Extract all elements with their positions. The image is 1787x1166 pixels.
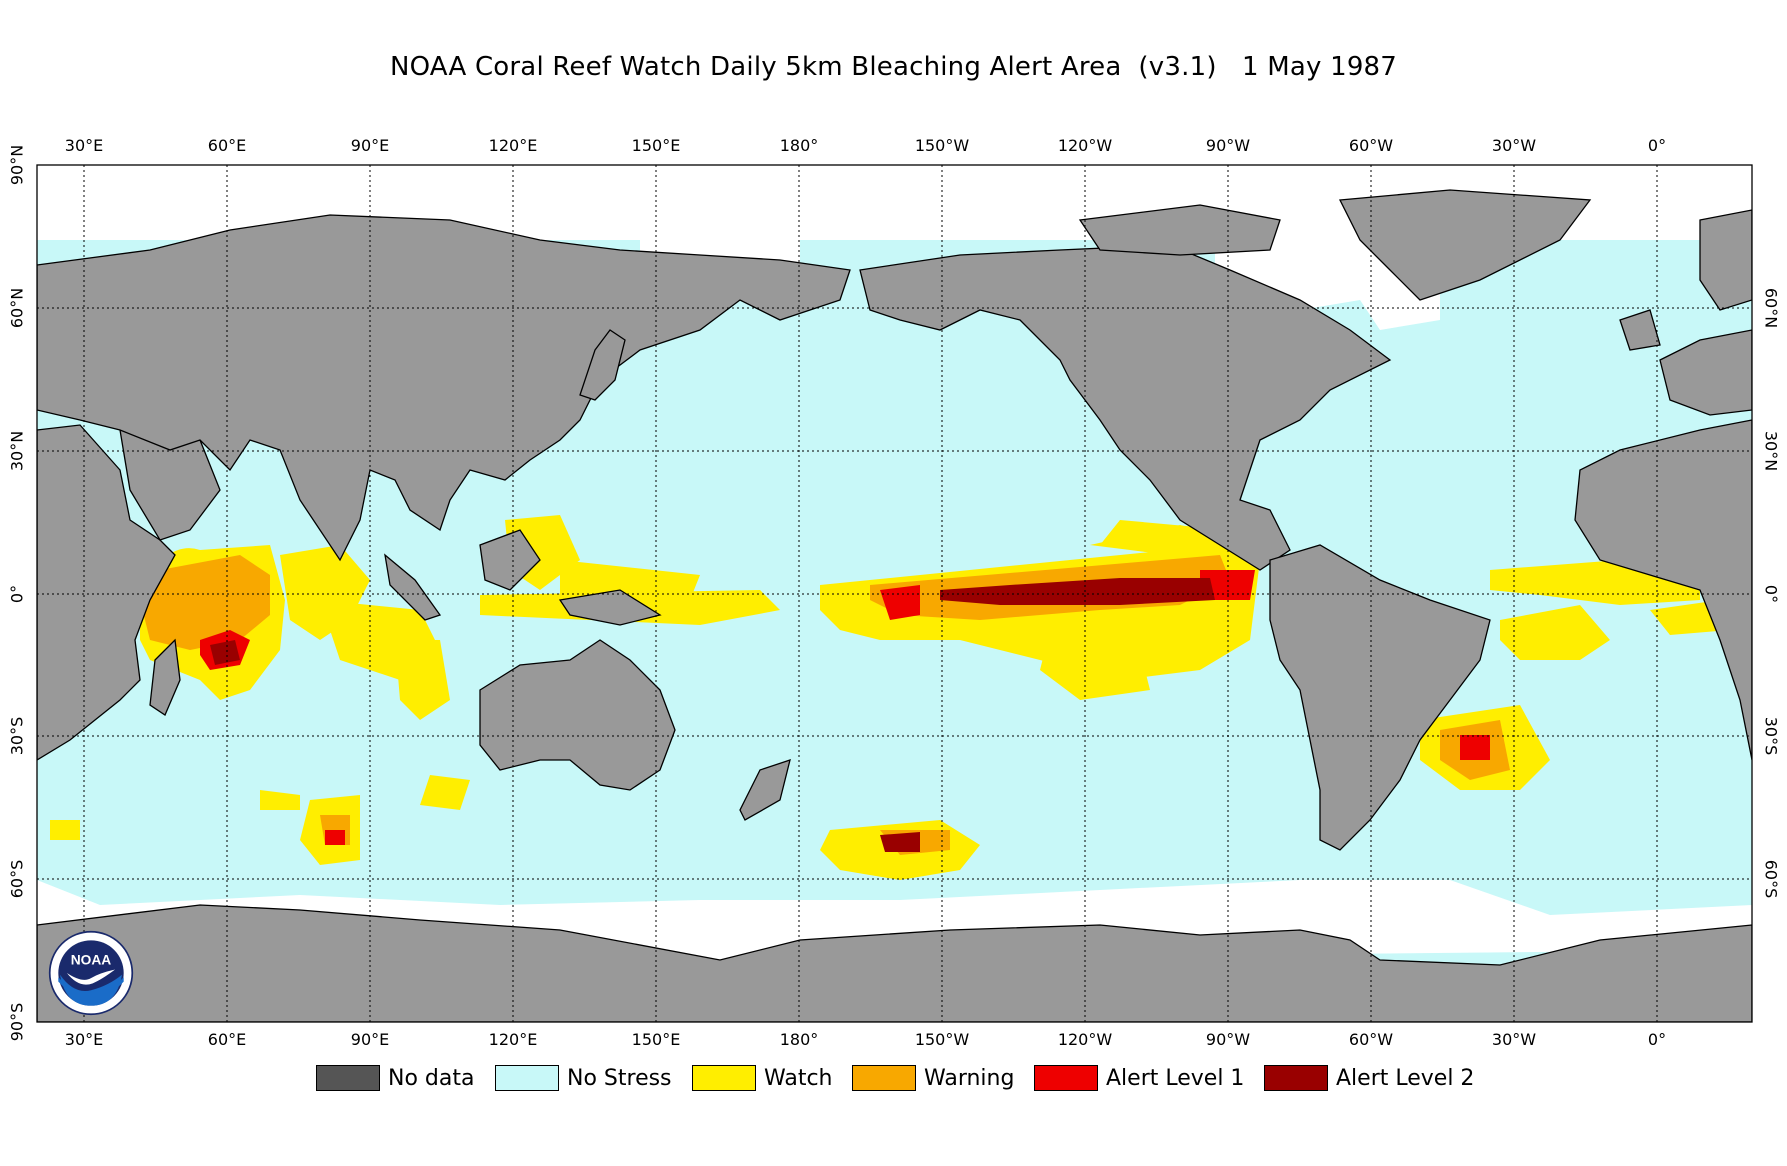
eurasia — [37, 214, 851, 562]
north-america — [859, 244, 1392, 571]
legend-label: Watch — [764, 1065, 833, 1091]
legend-label: No Stress — [567, 1065, 672, 1091]
legend-label: Alert Level 2 — [1336, 1065, 1475, 1091]
map-frame — [36, 164, 1753, 1023]
lat-label: 90°N — [7, 144, 27, 186]
lat-label: 0° — [1761, 584, 1781, 604]
canadian-arctic — [1078, 204, 1281, 256]
south-america — [1269, 544, 1491, 851]
lon-label: 120°E — [488, 1030, 538, 1049]
new-guinea — [558, 589, 662, 626]
lon-label: 90°E — [350, 136, 390, 155]
africa-east — [37, 424, 176, 761]
lon-label: 150°E — [631, 1030, 681, 1049]
legend-item-alert-level-1: Alert Level 1 — [1034, 1063, 1244, 1093]
lat-label: 60°S — [7, 859, 27, 899]
new-zealand — [739, 759, 791, 821]
lon-label: 30°E — [64, 1030, 104, 1049]
europe-west — [1659, 329, 1752, 416]
lon-label: 60°W — [1348, 136, 1394, 155]
legend-item-no-data: No data — [316, 1063, 474, 1093]
lon-label: 150°W — [914, 1030, 970, 1049]
lon-label: 150°W — [914, 136, 970, 155]
graticule — [37, 165, 1752, 1022]
lat-label: 60°N — [1761, 287, 1781, 329]
lon-label: 120°W — [1057, 1030, 1113, 1049]
legend-label: No data — [388, 1065, 475, 1091]
lon-label: 90°W — [1205, 136, 1251, 155]
legend-swatch — [1264, 1065, 1328, 1091]
lon-label: 30°W — [1491, 136, 1537, 155]
lat-label: 30°N — [1761, 430, 1781, 472]
lon-label: 60°E — [207, 1030, 247, 1049]
lon-label: 30°E — [64, 136, 104, 155]
lon-label: 0° — [1647, 1030, 1667, 1049]
legend-item-no-stress: No Stress — [495, 1063, 672, 1093]
legend-swatch — [495, 1065, 559, 1091]
legend-swatch — [852, 1065, 916, 1091]
lon-label: 90°E — [350, 1030, 390, 1049]
lat-label: 0° — [7, 584, 27, 604]
legend-label: Warning — [924, 1065, 1015, 1091]
lon-label: 60°E — [207, 136, 247, 155]
lon-label: 150°E — [631, 136, 681, 155]
lat-label: 90°S — [7, 1002, 27, 1042]
legend-item-warning: Warning — [852, 1063, 1014, 1093]
legend-label: Alert Level 1 — [1106, 1065, 1245, 1091]
legend-swatch — [316, 1065, 380, 1091]
lat-label: 30°N — [7, 430, 27, 472]
sumatra — [384, 553, 442, 621]
noaa-logo-icon: NOAA — [48, 930, 134, 1016]
legend: No data No Stress Watch Warning Alert Le… — [0, 1063, 1787, 1093]
scandinavia — [1699, 209, 1752, 311]
lat-label: 30°S — [7, 716, 27, 756]
madagascar — [149, 638, 181, 716]
lon-label: 180° — [779, 1030, 819, 1049]
lon-label: 120°E — [488, 136, 538, 155]
lon-label: 60°W — [1348, 1030, 1394, 1049]
west-africa — [1574, 419, 1752, 761]
british-isles — [1619, 309, 1661, 351]
land-masses — [37, 189, 1752, 1022]
legend-item-alert-level-2: Alert Level 2 — [1264, 1063, 1474, 1093]
legend-swatch — [692, 1065, 756, 1091]
alert-level-2-regions — [210, 578, 1215, 852]
lat-label: 30°S — [1761, 716, 1781, 756]
legend-swatch — [1034, 1065, 1098, 1091]
lon-label: 90°W — [1205, 1030, 1251, 1049]
map-title: NOAA Coral Reef Watch Daily 5km Bleachin… — [389, 52, 1398, 82]
lat-label: 60°S — [1761, 859, 1781, 899]
lon-label: 0° — [1647, 136, 1667, 155]
lon-label: 120°W — [1057, 136, 1113, 155]
antarctica — [37, 904, 1752, 1022]
lon-label: 180° — [779, 136, 819, 155]
lat-label: 60°N — [7, 287, 27, 329]
logo-text: NOAA — [71, 952, 112, 967]
greenland — [1338, 189, 1592, 301]
legend-item-watch: Watch — [692, 1063, 833, 1093]
borneo — [479, 529, 541, 591]
japan — [579, 329, 626, 401]
lon-label: 30°W — [1491, 1030, 1537, 1049]
